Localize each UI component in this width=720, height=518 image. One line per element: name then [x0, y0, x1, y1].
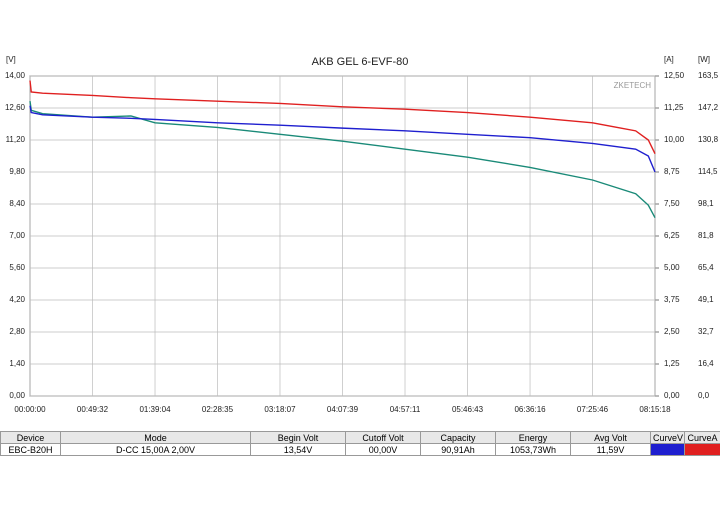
x-tick-label: 08:15:18 — [639, 405, 671, 414]
y3-tick-label: 81,8 — [698, 231, 714, 240]
y-tick-label: 12,60 — [5, 103, 26, 112]
column-header: Capacity — [420, 431, 496, 444]
y-tick-label: 4,20 — [9, 295, 25, 304]
x-tick-label: 05:46:43 — [452, 405, 484, 414]
table-cell: 11,59V — [570, 443, 651, 456]
column-header: Energy — [495, 431, 571, 444]
y2-tick-label: 12,50 — [664, 71, 685, 80]
x-tick-label: 00:49:32 — [77, 405, 109, 414]
header-row: Device Mode Begin Volt Cutoff Volt Capacity E… — [0, 431, 720, 444]
y2-axis-label: [A] — [664, 55, 674, 64]
y-tick-label: 11,20 — [6, 135, 26, 144]
table-cell: 13,54V — [250, 443, 346, 456]
y-tick-label: 8,40 — [9, 199, 25, 208]
info-table: Device Mode Begin Volt Cutoff Volt Capacity E… — [0, 431, 720, 456]
table-cell: D-CC 15,00A 2,00V — [60, 443, 251, 456]
y2-tick-label: 5,00 — [664, 263, 680, 272]
x-tick-label: 00:00:00 — [14, 405, 46, 414]
y2-tick-label: 3,75 — [664, 295, 680, 304]
y2-tick-label: 2,50 — [664, 327, 680, 336]
y-tick-label: 14,00 — [5, 71, 26, 80]
y-tick-label: 2,80 — [9, 327, 25, 336]
y3-tick-label: 147,2 — [698, 103, 719, 112]
legend-label: CurveV — [650, 431, 685, 444]
y3-tick-label: 98,1 — [698, 199, 714, 208]
column-header: Device — [0, 431, 61, 444]
table-cell: 00,00V — [345, 443, 421, 456]
y3-tick-label: 163,5 — [698, 71, 719, 80]
x-tick-label: 02:28:35 — [202, 405, 234, 414]
y-axis-label: [V] — [6, 55, 16, 64]
legend-swatch — [650, 443, 685, 456]
y2-tick-label: 6,25 — [664, 231, 680, 240]
x-tick-label: 04:57:11 — [390, 405, 421, 414]
x-tick-label: 03:18:07 — [264, 405, 296, 414]
y3-tick-label: 114,5 — [698, 167, 718, 176]
y3-tick-label: 49,1 — [698, 295, 714, 304]
y2-tick-label: 11,25 — [664, 103, 684, 112]
y-tick-label: 0,00 — [9, 391, 25, 400]
y-tick-label: 1,40 — [9, 359, 25, 368]
x-tick-label: 04:07:39 — [327, 405, 359, 414]
y2-tick-label: 10,00 — [664, 135, 685, 144]
y2-tick-label: 1,25 — [664, 359, 680, 368]
x-tick-label: 06:36:16 — [514, 405, 546, 414]
table-cell: 90,91Ah — [420, 443, 496, 456]
legend-swatch — [684, 443, 720, 456]
y2-tick-label: 0,00 — [664, 391, 680, 400]
y3-tick-label: 16,4 — [698, 359, 714, 368]
y-tick-label: 5,60 — [9, 263, 25, 272]
chart: AKB GEL 6-EVF-80 ZKETECH [V] [A] [W] 0,0… — [5, 55, 719, 414]
y3-tick-label: 32,7 — [698, 327, 714, 336]
table-cell: 1053,73Wh — [495, 443, 571, 456]
watermark: ZKETECH — [614, 81, 652, 90]
table-cell: EBC-B20H — [0, 443, 61, 456]
series-line — [29, 105, 656, 173]
y3-tick-label: 0,0 — [698, 391, 710, 400]
y2-tick-label: 8,75 — [664, 167, 680, 176]
y-tick-label: 7,00 — [9, 231, 25, 240]
y-tick-label: 9,80 — [9, 167, 25, 176]
column-header: Begin Volt — [250, 431, 346, 444]
data-row: EBC-B20H D-CC 15,00A 2,00V 13,54V 00,00V 90,… — [0, 443, 720, 456]
x-tick-label: 07:25:46 — [577, 405, 609, 414]
column-header: Avg Volt — [570, 431, 651, 444]
column-header: Mode — [60, 431, 251, 444]
y2-tick-label: 7,50 — [664, 199, 680, 208]
y3-axis-label: [W] — [698, 55, 710, 64]
chart-title: AKB GEL 6-EVF-80 — [312, 56, 409, 68]
y3-tick-label: 130,8 — [698, 135, 719, 144]
x-tick-label: 01:39:04 — [139, 405, 171, 414]
y3-tick-label: 65,4 — [698, 263, 714, 272]
column-header: Cutoff Volt — [345, 431, 421, 444]
series-line — [29, 80, 656, 155]
legend-label: CurveA — [684, 431, 720, 444]
